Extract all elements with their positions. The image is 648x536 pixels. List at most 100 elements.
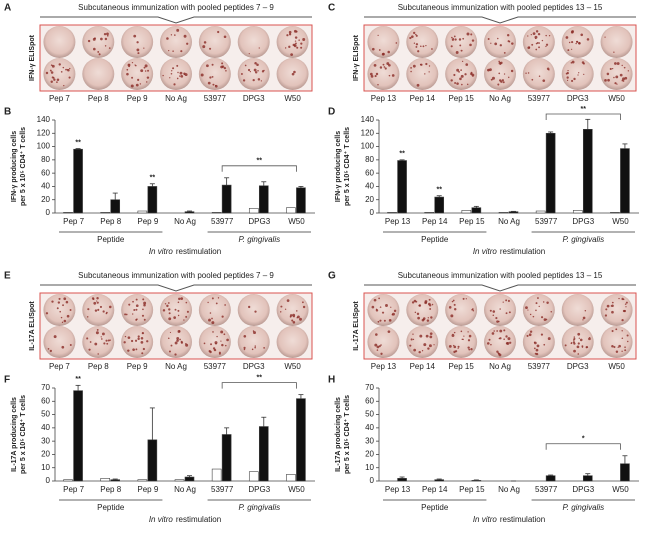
x-tick-label: DPG3	[572, 217, 594, 226]
spot	[431, 48, 433, 50]
spot	[388, 63, 391, 67]
spot	[491, 332, 495, 335]
spot	[49, 349, 53, 353]
spot	[527, 35, 529, 37]
spot	[611, 310, 614, 314]
well	[237, 26, 270, 58]
bar	[296, 187, 306, 214]
spot	[162, 309, 166, 312]
spot	[63, 297, 67, 301]
spot	[107, 339, 110, 342]
spot	[621, 330, 623, 332]
spot	[86, 316, 89, 318]
spot	[225, 70, 227, 72]
spot	[573, 349, 576, 353]
y-tick-label: 20	[365, 450, 374, 459]
spot	[139, 83, 142, 85]
bar	[100, 478, 111, 482]
spot	[543, 318, 547, 321]
spot	[429, 308, 432, 310]
well	[445, 58, 478, 90]
spot	[91, 297, 95, 300]
spot	[56, 78, 60, 82]
spot	[548, 69, 550, 71]
spot	[183, 34, 187, 38]
spot	[570, 62, 573, 64]
spot	[568, 41, 571, 44]
spot	[209, 76, 212, 79]
spot	[410, 338, 413, 341]
spot	[526, 334, 529, 337]
spot	[507, 299, 510, 302]
spot	[492, 76, 495, 80]
error-bar	[399, 159, 405, 161]
y-tick-label: 40	[365, 182, 374, 191]
spot	[253, 331, 256, 335]
spot	[224, 304, 226, 306]
spot	[87, 308, 90, 311]
error-bar	[224, 427, 230, 435]
y-tick-label: 140	[361, 115, 375, 124]
spot	[454, 82, 457, 84]
spot	[428, 298, 431, 301]
spot	[417, 316, 420, 320]
spot	[498, 337, 501, 340]
spot	[413, 42, 416, 44]
error-bar	[585, 473, 591, 476]
bar	[73, 390, 83, 482]
spot	[96, 297, 99, 300]
spot	[530, 34, 532, 36]
spot	[300, 46, 303, 49]
spot	[140, 336, 144, 340]
spot	[429, 335, 433, 339]
spot	[453, 73, 456, 77]
y-tick-label: 100	[37, 142, 51, 151]
spot	[578, 72, 580, 74]
x-axis-label-italic: In vitro	[149, 515, 174, 524]
spot	[503, 73, 506, 75]
spot	[373, 64, 377, 67]
x-tick-label: No Ag	[174, 485, 196, 494]
spot	[452, 299, 455, 302]
spot	[162, 74, 164, 77]
well	[484, 26, 516, 58]
spot	[388, 318, 392, 322]
spot	[135, 83, 139, 87]
spot	[627, 70, 629, 72]
spot	[168, 312, 171, 315]
spot	[171, 70, 173, 72]
spot	[503, 51, 506, 54]
spot	[177, 309, 180, 312]
spot	[420, 45, 422, 48]
x-tick-label: No Ag	[174, 217, 196, 226]
spot	[291, 72, 295, 76]
bar	[147, 439, 158, 482]
spot	[503, 329, 506, 332]
spot	[94, 309, 98, 312]
spot	[460, 74, 464, 78]
well-label: Pep 7	[49, 94, 70, 103]
spot	[586, 38, 590, 41]
error-bar	[298, 186, 304, 188]
x-tick-label: Pep 13	[385, 217, 411, 226]
x-tick-label: Pep 13	[385, 485, 411, 494]
spot	[541, 316, 544, 319]
spot	[209, 47, 212, 50]
spot	[528, 46, 531, 49]
group-label: P. gingivalis	[238, 503, 280, 512]
spot	[210, 343, 213, 346]
spot	[542, 301, 545, 303]
spot	[621, 337, 624, 340]
spot	[294, 36, 298, 39]
panel-letter: B	[4, 107, 11, 118]
error-bar	[261, 416, 267, 427]
spot	[611, 345, 614, 348]
bar	[110, 199, 121, 214]
spot	[172, 50, 174, 52]
spot	[487, 37, 490, 40]
panel-letter: A	[4, 3, 11, 14]
well	[198, 294, 231, 326]
well	[445, 26, 478, 58]
spot	[126, 72, 129, 76]
